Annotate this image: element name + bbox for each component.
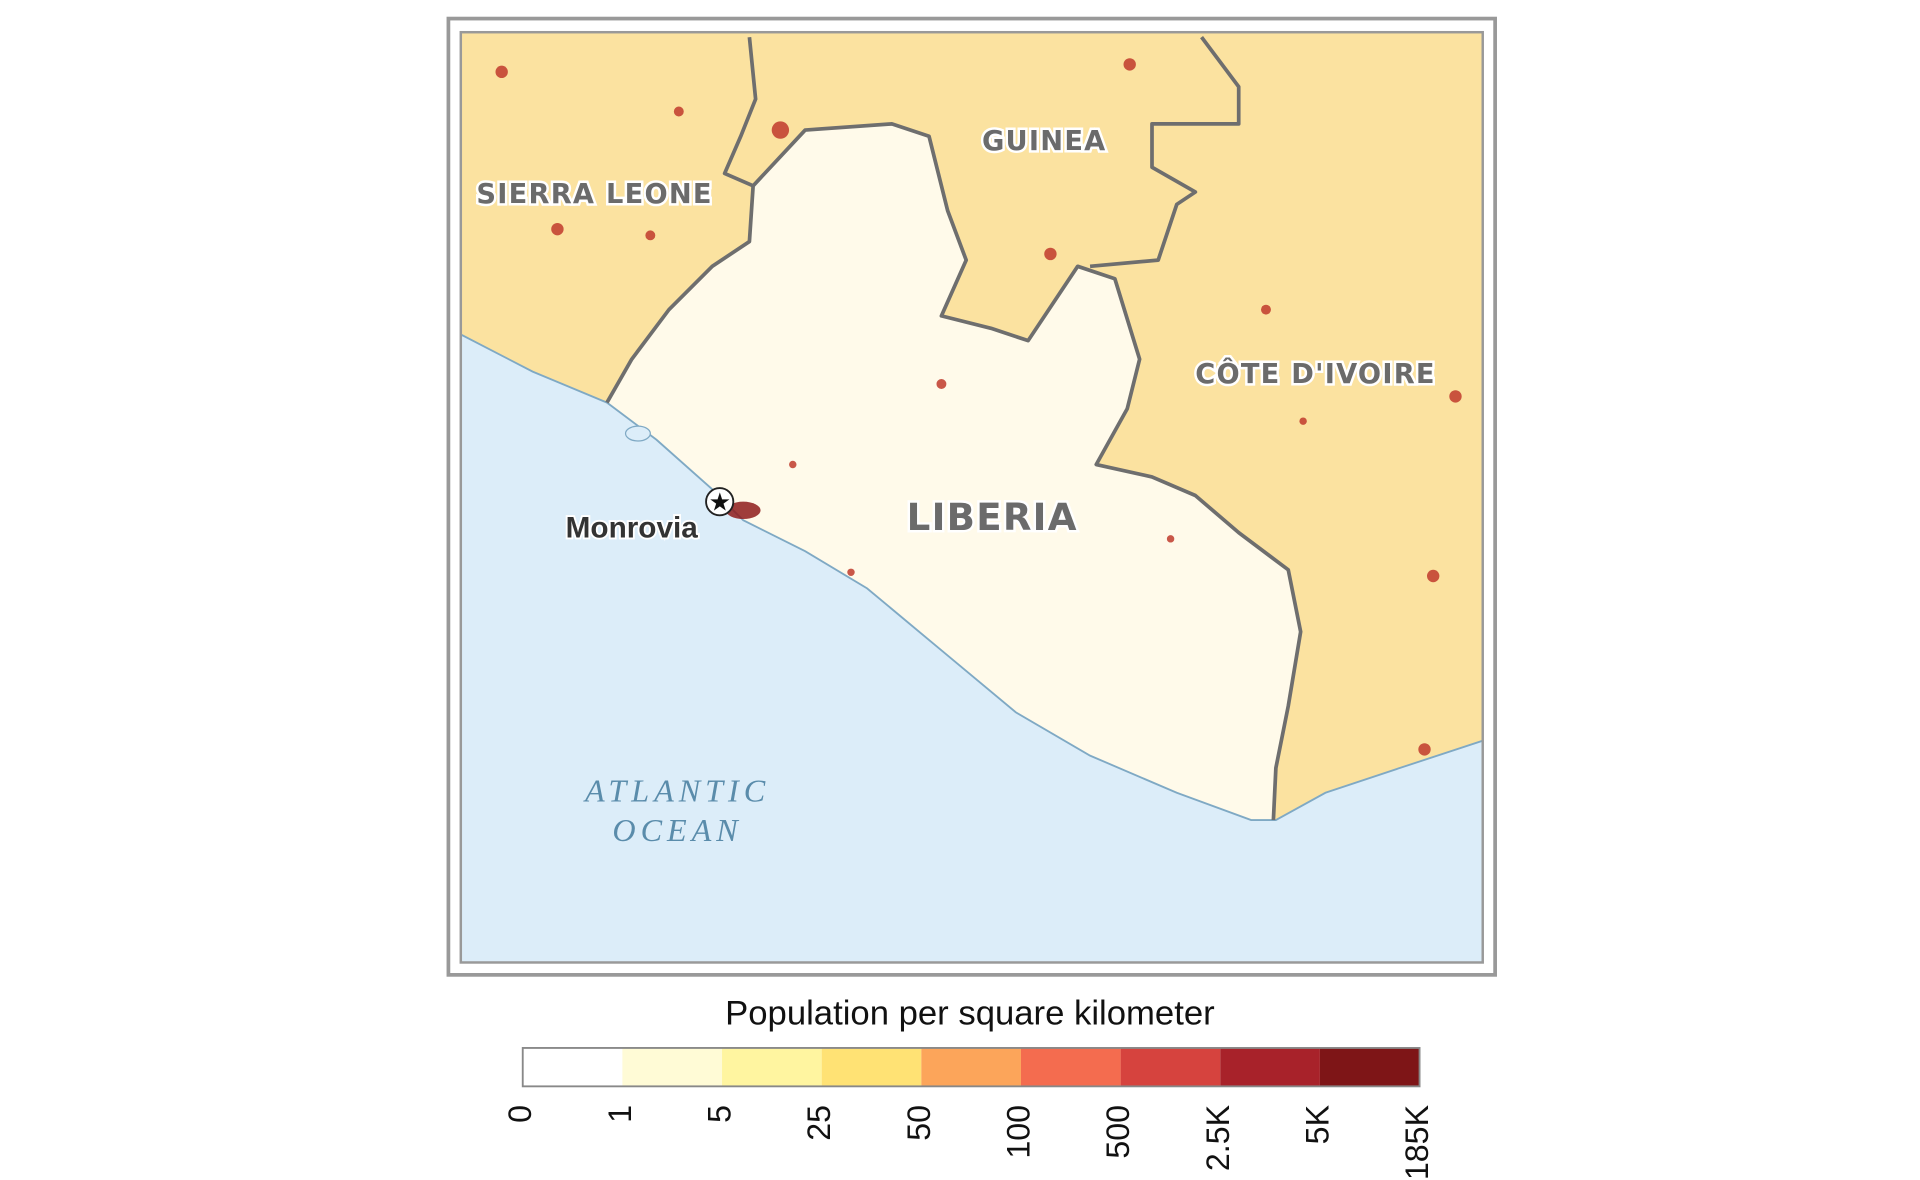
legend-break-label: 185K [1399,1104,1435,1180]
legend-break-label: 100 [1000,1105,1036,1159]
legend-swatch [1220,1047,1320,1087]
country-label: LIBERIA [907,496,1078,539]
legend-swatch [722,1047,822,1087]
legend-swatch [821,1047,922,1087]
legend-title: Population per square kilometer [725,994,1215,1032]
capital-label: Monrovia [566,512,699,545]
legend-break-label: 500 [1100,1105,1136,1159]
legend: 0 1 5 25 50 100 500 2.5K 5K 185K [502,1047,1435,1180]
legend-swatch [1319,1047,1420,1087]
liberia-land [606,123,1301,821]
legend-swatch [622,1047,723,1087]
settlements [495,58,1462,756]
legend-break-label: 1 [602,1105,638,1123]
map-inner-frame [459,30,1484,964]
legend-swatch [1020,1047,1121,1087]
country-label: SIERRA LEONE [476,179,712,210]
legend-swatch [522,1047,623,1087]
ocean-label: OCEAN [612,812,742,848]
country-label: GUINEA [982,126,1107,157]
legend-swatch [921,1047,1021,1087]
legend-break-label: 5K [1299,1104,1335,1144]
map-area [460,32,1483,963]
legend-break-label: 50 [901,1105,937,1141]
lagoon [624,425,651,442]
legend-break-label: 2.5K [1200,1104,1236,1171]
ocean [460,333,1483,963]
ocean-label: ATLANTIC [583,772,770,808]
borders [605,36,1303,821]
legend-break-label: 25 [801,1105,837,1141]
legend-break-label: 0 [502,1105,538,1123]
legend-frame [521,1047,1421,1088]
country-label: CÔTE D'IVOIRE [1195,358,1436,390]
capital-star: ★ [709,489,731,516]
legend-swatch [1120,1047,1221,1087]
capital-marker [705,487,735,517]
legend-break-label: 5 [702,1105,738,1123]
